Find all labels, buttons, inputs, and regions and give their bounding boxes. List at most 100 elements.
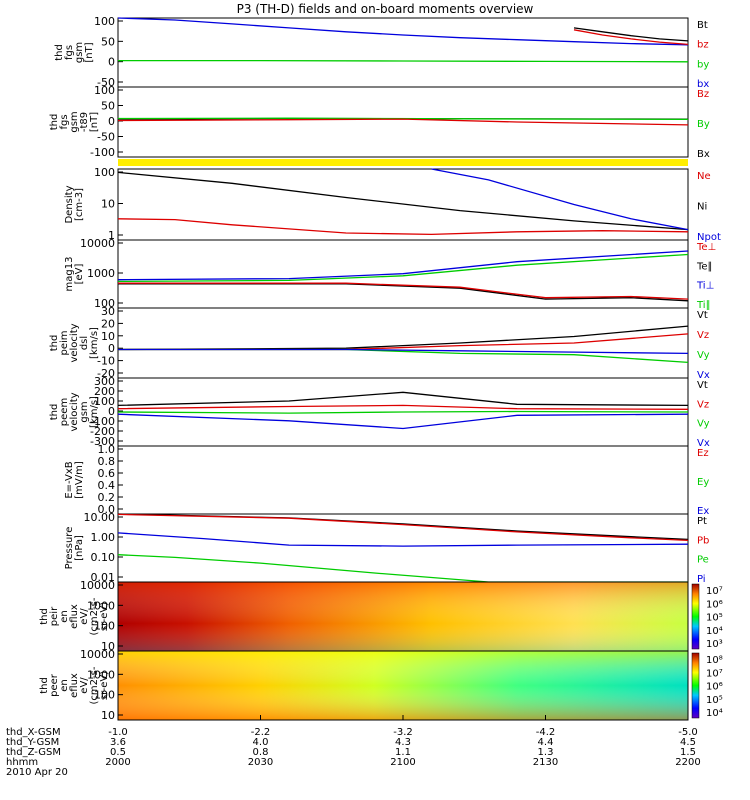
y-axis-label-line: [mV/m]: [74, 461, 85, 499]
y-tick-label: 1.0: [98, 443, 116, 456]
series-line-Pt: [117, 513, 689, 541]
y-tick-label: 0: [108, 115, 115, 128]
panel-frame-2: [117, 86, 689, 158]
y-tick-label: 0: [108, 56, 115, 69]
y-axis-label-line: [cm-3]: [74, 188, 85, 221]
y-axis-label-line: fgs: [59, 114, 70, 129]
time-axis-value: 2200: [675, 757, 700, 768]
panel-10: 10⁸ 10⁷ 10⁶ 10⁵ 10⁴ 10000 1000 100 10 thdpeerenef…: [39, 648, 723, 722]
colorbar-tick-label: 10³: [706, 639, 723, 650]
y-tick-label: 1000: [87, 668, 115, 681]
legend-label: Ez: [697, 448, 709, 459]
series-line-Ti∥: [117, 253, 689, 283]
legend-label: Vx: [697, 438, 710, 449]
legend-label: Ex: [697, 506, 709, 517]
time-axis-row-label: thd_X-GSM: [6, 727, 61, 738]
legend-label: Pb: [697, 535, 709, 546]
y-axis-label-line: sr-eV): [99, 602, 110, 631]
legend-label: Ti∥: [696, 300, 711, 311]
series-line-Pe: [117, 554, 688, 583]
y-axis-label-line: thd: [49, 114, 60, 131]
legend-label: Te⊥: [696, 242, 716, 253]
y-tick-label: 0: [108, 405, 115, 418]
series-line-Vy: [118, 348, 689, 364]
time-axis-value: 1.1: [395, 747, 411, 758]
legend-label: Pe: [697, 555, 709, 566]
series-line-Vx: [118, 348, 689, 355]
colorbar-tick-label: 10⁶: [706, 599, 723, 610]
colorbar-tick-label: 10⁴: [706, 708, 723, 719]
panel-7: 1.00.80.60.40.20.0 E=-VxB[mV/m] Ez Ey Ex: [64, 443, 709, 517]
y-tick-label: 200: [94, 385, 115, 398]
y-axis-label-line: Pressure: [64, 527, 75, 570]
legend-label: Vx: [697, 370, 710, 381]
y-tick-label: 0.6: [98, 467, 116, 480]
spectrogram-shade-9: [118, 582, 688, 651]
y-tick-label: 100: [94, 689, 115, 702]
y-axis-label-line: [nPa]: [74, 535, 85, 561]
y-tick-label: -100: [90, 415, 115, 428]
time-axis-row-label: thd_Y-GSM: [6, 737, 59, 748]
panel-3: 100 10 1 Density[cm-3] Ne Ni Npot: [64, 166, 721, 243]
y-axis-label-line: gsm: [79, 401, 90, 422]
time-axis-row-label: hhmm: [6, 757, 38, 768]
panel-8: 10.00 1.00 0.10 0.01 Pressure[nPa] Pt Pb Pe Pi: [64, 511, 709, 585]
series-line-Vy: [117, 410, 689, 414]
series-line-Vz: [118, 333, 689, 351]
y-axis-label: thdpeemvelocitygsm[km/s]: [49, 392, 100, 431]
time-axis-value: -2.2: [251, 727, 271, 738]
y-axis-label: thdpeirenefluxeV/(cm2-s-sr-eV): [39, 597, 110, 635]
y-tick-label: 10: [101, 330, 115, 343]
y-axis-label-line: [km/s]: [89, 396, 100, 428]
series-line-Pi: [117, 532, 689, 547]
y-tick-label: -10: [97, 355, 115, 368]
y-tick-label: 10: [101, 709, 115, 722]
y-tick-label: 0.01: [91, 571, 116, 584]
y-tick-label: 10000: [80, 648, 115, 661]
y-axis-label: thdfgsgsm[nT]: [54, 42, 95, 63]
y-tick-label: 100: [94, 166, 115, 179]
colorbar-tick-label: 10⁵: [706, 695, 723, 706]
panel-frame-7: [117, 445, 689, 515]
time-axis-value: -5.0: [678, 727, 698, 738]
spectrogram-shade-10: [118, 651, 688, 720]
y-axis-label-line: -t89: [79, 112, 90, 132]
series-line-Ti⊥: [117, 250, 689, 281]
series-line-bz: [573, 29, 689, 46]
series-line-Vt: [117, 325, 689, 351]
y-tick-label: 20: [101, 317, 115, 330]
colorbar-tick-label: 10⁸: [706, 655, 723, 666]
legend-label: Vy: [697, 350, 710, 361]
y-tick-label: 100: [94, 297, 115, 310]
legend-label: By: [697, 119, 710, 130]
y-tick-label: -20: [97, 367, 115, 380]
y-tick-label: 10.00: [84, 511, 116, 524]
series-line-Vx: [117, 413, 689, 430]
colorbar-9: [691, 583, 700, 650]
y-axis-label-line: thd: [54, 44, 65, 61]
y-axis-label-line: eflux: [69, 604, 80, 629]
legend-label: Pt: [697, 516, 707, 527]
legend-label: Te∥: [696, 261, 713, 272]
quality-flag-bar: [118, 159, 688, 166]
legend-label: Vy: [697, 419, 710, 430]
y-axis-label: mag13[eV]: [64, 257, 85, 292]
legend-label: Ni: [697, 202, 707, 213]
y-axis-label-line: peem: [59, 398, 70, 426]
y-tick-label: -50: [97, 76, 115, 89]
y-axis-label-line: sr-eV): [99, 671, 110, 700]
time-axis-value: 2130: [533, 757, 558, 768]
y-tick-label: 10000: [80, 237, 115, 250]
time-axis-value: -4.2: [536, 727, 556, 738]
time-axis-value: 4.5: [680, 737, 696, 748]
y-tick-label: -50: [97, 131, 115, 144]
series-line-bx: [117, 17, 689, 46]
y-axis-label: Density[cm-3]: [64, 185, 85, 223]
series-line-Ni: [117, 171, 689, 231]
series-line-Bz: [117, 118, 689, 126]
panel-2: 100 50 0 -50 -100 thdfgsgsm-t89[nT] Bz By Bx: [49, 84, 710, 160]
